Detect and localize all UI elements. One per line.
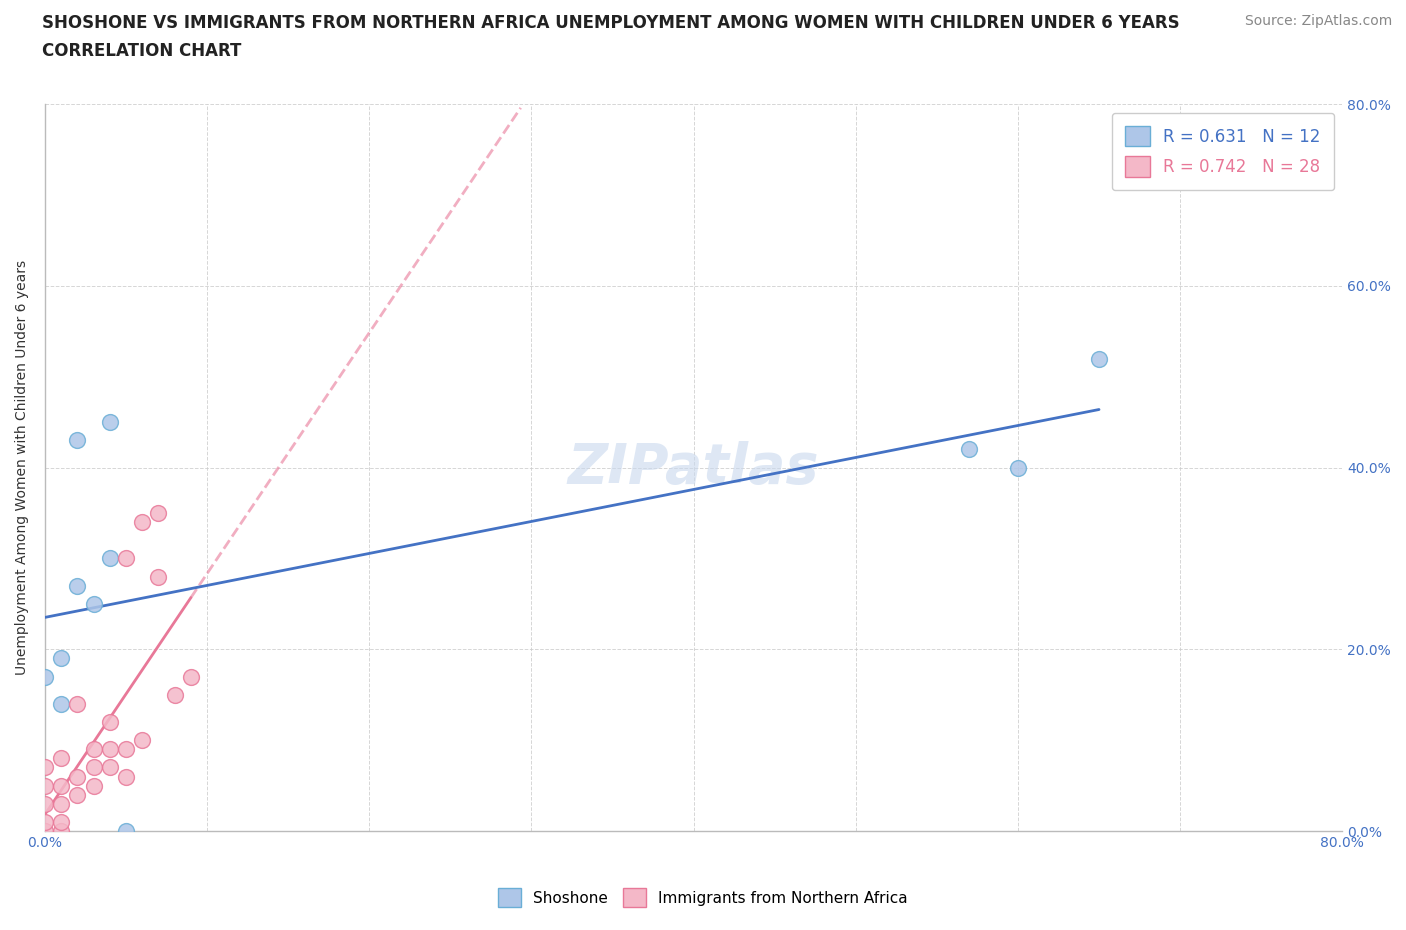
Text: SHOSHONE VS IMMIGRANTS FROM NORTHERN AFRICA UNEMPLOYMENT AMONG WOMEN WITH CHILDR: SHOSHONE VS IMMIGRANTS FROM NORTHERN AFR… — [42, 14, 1180, 32]
Point — [115, 742, 138, 757]
Point — [163, 687, 186, 702]
Point — [83, 778, 105, 793]
Point — [34, 760, 56, 775]
Point — [51, 651, 73, 666]
Legend: Shoshone, Immigrants from Northern Africa: Shoshone, Immigrants from Northern Afric… — [492, 883, 914, 913]
Point — [51, 697, 73, 711]
Point — [1007, 460, 1029, 475]
Point — [1088, 352, 1111, 366]
Point — [51, 751, 73, 765]
Y-axis label: Unemployment Among Women with Children Under 6 years: Unemployment Among Women with Children U… — [15, 260, 30, 675]
Point — [83, 596, 105, 611]
Point — [66, 788, 89, 803]
Text: CORRELATION CHART: CORRELATION CHART — [42, 42, 242, 60]
Point — [34, 670, 56, 684]
Point — [98, 760, 121, 775]
Point — [66, 578, 89, 593]
Point — [34, 815, 56, 830]
Legend: R = 0.631   N = 12, R = 0.742   N = 28: R = 0.631 N = 12, R = 0.742 N = 28 — [1112, 113, 1334, 190]
Point — [98, 742, 121, 757]
Point — [83, 742, 105, 757]
Point — [51, 824, 73, 839]
Point — [98, 415, 121, 430]
Text: ZIPatlas: ZIPatlas — [568, 441, 820, 495]
Point — [148, 569, 170, 584]
Point — [66, 433, 89, 448]
Point — [34, 796, 56, 811]
Text: Source: ZipAtlas.com: Source: ZipAtlas.com — [1244, 14, 1392, 28]
Point — [66, 697, 89, 711]
Point — [51, 796, 73, 811]
Point — [34, 778, 56, 793]
Point — [131, 514, 153, 529]
Point — [131, 733, 153, 748]
Point — [51, 778, 73, 793]
Point — [148, 506, 170, 521]
Point — [34, 824, 56, 839]
Point — [957, 442, 980, 457]
Point — [66, 769, 89, 784]
Point — [98, 551, 121, 566]
Point — [83, 760, 105, 775]
Point — [180, 670, 202, 684]
Point — [98, 714, 121, 729]
Point — [115, 769, 138, 784]
Point — [115, 824, 138, 839]
Point — [51, 815, 73, 830]
Point — [115, 551, 138, 566]
